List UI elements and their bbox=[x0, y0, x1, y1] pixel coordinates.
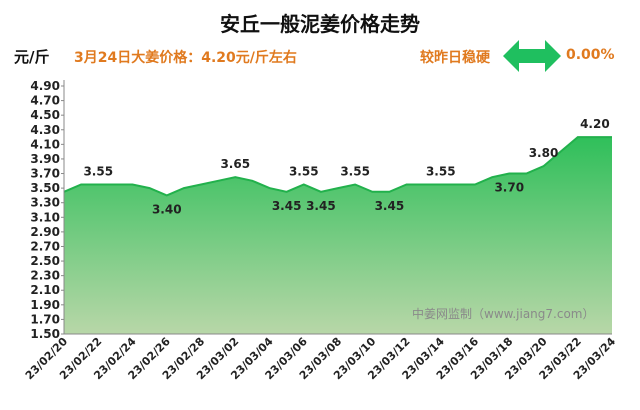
y-tick-label: 4.30 bbox=[30, 123, 60, 137]
y-tick-label: 3.90 bbox=[30, 152, 60, 166]
y-tick-label: 2.30 bbox=[30, 269, 60, 283]
y-tick-label: 2.90 bbox=[30, 225, 60, 239]
data-label: 3.55 bbox=[426, 164, 456, 178]
watermark: 中姜网监制（www.jiang7.com） bbox=[412, 306, 594, 321]
data-label: 4.20 bbox=[580, 117, 610, 131]
y-tick-label: 2.70 bbox=[30, 239, 60, 253]
y-tick-label: 4.70 bbox=[30, 94, 60, 108]
y-tick-label: 1.90 bbox=[30, 298, 60, 312]
y-tick-label: 4.50 bbox=[30, 108, 60, 122]
data-label: 3.45 bbox=[272, 199, 302, 213]
price-summary: 3月24日大姜价格：4.20元/斤左右 bbox=[74, 50, 297, 66]
y-tick-label: 3.70 bbox=[30, 167, 60, 181]
data-label: 3.80 bbox=[529, 146, 559, 160]
data-label: 3.45 bbox=[306, 199, 336, 213]
data-label: 3.55 bbox=[340, 164, 370, 178]
y-axis-unit: 元/斤 bbox=[14, 48, 50, 66]
double-arrow-icon bbox=[503, 40, 561, 72]
y-tick-label: 2.10 bbox=[30, 283, 60, 297]
y-tick-label: 1.50 bbox=[30, 327, 60, 341]
y-tick-label: 3.50 bbox=[30, 181, 60, 195]
data-label: 3.40 bbox=[152, 202, 182, 216]
data-label: 3.55 bbox=[83, 164, 113, 178]
compare-label: 较昨日稳硬 bbox=[420, 50, 490, 66]
double-arrow-shape bbox=[503, 40, 561, 72]
y-tick-label: 2.50 bbox=[30, 254, 60, 268]
y-tick-label: 1.70 bbox=[30, 312, 60, 326]
chart-title: 安丘一般泥姜价格走势 bbox=[220, 12, 420, 36]
data-label: 3.45 bbox=[375, 199, 405, 213]
price-area bbox=[64, 137, 612, 334]
data-label: 3.70 bbox=[494, 181, 524, 195]
y-tick-label: 4.90 bbox=[30, 79, 60, 93]
price-line bbox=[63, 136, 612, 197]
data-label: 3.65 bbox=[220, 157, 250, 171]
change-percent: 0.00% bbox=[566, 47, 615, 63]
y-tick-label: 4.10 bbox=[30, 137, 60, 151]
y-tick-label: 3.10 bbox=[30, 210, 60, 224]
data-label: 3.55 bbox=[289, 164, 319, 178]
y-tick-label: 3.30 bbox=[30, 196, 60, 210]
